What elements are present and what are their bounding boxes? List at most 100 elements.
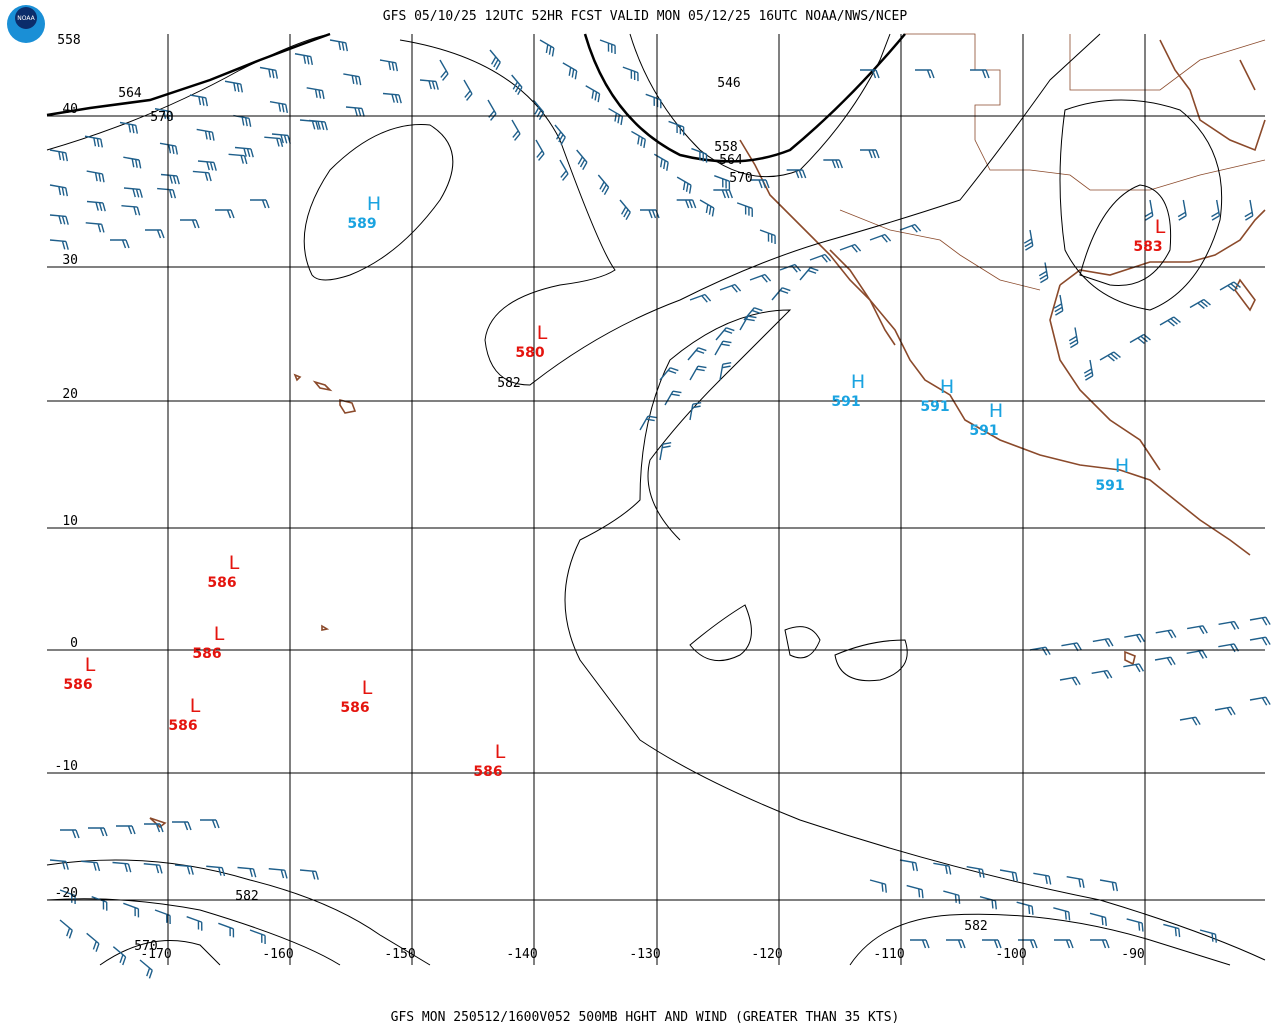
wind-barb: [49, 184, 69, 197]
wind-barb: [511, 119, 521, 141]
map-caption: GFS MON 250512/1600V052 500MB HGHT AND W…: [391, 1010, 900, 1024]
center-letter: L: [537, 322, 548, 344]
wind-barb: [86, 200, 106, 212]
wind-barb: [306, 87, 325, 100]
wind-barb: [196, 128, 215, 141]
coastline: [1159, 39, 1266, 152]
wind-barb: [224, 80, 244, 93]
wind-barb: [419, 79, 439, 90]
lon-label: -140: [506, 947, 537, 962]
wind-barb: [1083, 359, 1094, 381]
wind-barb: [110, 239, 130, 249]
lat-label: -20: [55, 886, 78, 901]
wind-barb: [259, 66, 279, 79]
wind-barb: [839, 243, 862, 253]
wind-barb: [1089, 912, 1107, 927]
wind-barb: [714, 340, 732, 356]
lon-label: -120: [751, 947, 782, 962]
coastline: [1049, 209, 1266, 471]
center-letter: L: [229, 552, 240, 574]
labels: 40 30 20 10 0 -10 -20 -170 -160 -150 -140 -130 -120 -…: [55, 33, 1166, 962]
wind-barb: [915, 69, 935, 79]
wind-barb: [719, 283, 742, 293]
center-letter: L: [362, 677, 373, 699]
wind-barb: [659, 441, 672, 461]
wind-barb: [200, 819, 220, 829]
wind-barb: [174, 864, 194, 875]
wind-barb: [645, 93, 662, 109]
wind-barb: [379, 59, 399, 72]
lat-label: -10: [55, 759, 78, 774]
wind-barb: [1099, 879, 1119, 892]
wind-barb: [91, 896, 108, 911]
wind-barb: [999, 869, 1019, 882]
wind-barb: [597, 174, 610, 196]
wind-barb: [1249, 636, 1271, 646]
islands: [149, 373, 1136, 829]
wind-barb: [86, 932, 100, 952]
wind-barb: [1016, 901, 1034, 915]
wind-barb: [739, 315, 757, 331]
wind-barb: [299, 119, 319, 130]
wind-barb: [119, 121, 139, 134]
wind-barb: [145, 229, 165, 239]
wind-barb: [511, 74, 523, 96]
wind-barb: [85, 222, 105, 233]
wind-barb: [713, 189, 733, 199]
wind-barb: [1054, 939, 1074, 949]
wind-barb: [771, 287, 791, 301]
wind-barb: [1059, 676, 1081, 686]
wind-barb: [329, 39, 349, 52]
lon-label: -100: [995, 947, 1026, 962]
wind-barb: [1214, 706, 1236, 716]
wind-barb: [1155, 629, 1177, 639]
wind-barb: [218, 922, 235, 938]
wind-barb: [264, 136, 284, 147]
wind-barb: [562, 62, 578, 80]
wind-barb: [123, 156, 142, 169]
wind-barb: [1126, 918, 1144, 932]
wind-barb: [139, 959, 153, 979]
wind-barb: [489, 49, 501, 71]
wind-barb: [585, 85, 601, 103]
center-letter: L: [1155, 216, 1166, 238]
wind-barb: [736, 202, 753, 217]
center-letter: H: [989, 400, 1003, 422]
wind-barb: [1123, 663, 1145, 673]
wind-barb: [234, 146, 254, 158]
wind-barb: [49, 214, 69, 225]
center-value: 591: [920, 399, 949, 415]
wind-barb: [228, 153, 248, 165]
wind-barb: [1068, 327, 1079, 349]
wind-barb: [668, 120, 685, 136]
center-letter: H: [851, 371, 865, 393]
wind-barb: [1244, 199, 1254, 221]
wind-barb: [759, 229, 776, 245]
lat-label: 10: [62, 514, 78, 529]
center-value: 583: [1133, 239, 1162, 255]
lon-label: -170: [140, 947, 171, 962]
wind-barb: [172, 821, 192, 831]
wind-barb: [49, 149, 69, 162]
wind-barb: [799, 267, 819, 281]
wind-barb: [382, 92, 402, 104]
wind-barb: [749, 273, 772, 283]
wind-barb: [1189, 298, 1211, 309]
wind-barb: [699, 199, 715, 217]
center-value: 586: [192, 646, 221, 662]
wind-barb: [189, 94, 209, 107]
graticule: [47, 34, 1265, 965]
contour-label: 546: [717, 76, 740, 91]
wind-barb: [982, 939, 1002, 949]
center-value: 580: [515, 345, 544, 361]
coastline: [739, 139, 1251, 556]
coastlines: [149, 33, 1266, 829]
center-value: 586: [168, 718, 197, 734]
border: [839, 209, 1041, 291]
wind-barb: [970, 69, 990, 79]
contour-558: [583, 33, 906, 163]
wind-barb: [123, 187, 143, 198]
wind-barb: [215, 209, 235, 219]
wind-barb: [676, 176, 692, 194]
